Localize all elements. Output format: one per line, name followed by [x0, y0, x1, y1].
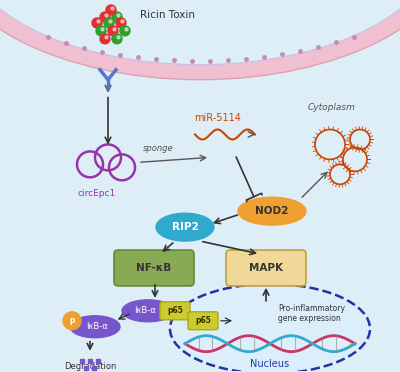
FancyBboxPatch shape — [160, 302, 190, 320]
Circle shape — [101, 28, 104, 31]
Circle shape — [120, 26, 130, 36]
Circle shape — [116, 18, 126, 28]
FancyBboxPatch shape — [188, 312, 218, 330]
Circle shape — [100, 12, 110, 22]
Circle shape — [121, 20, 124, 23]
Text: NOD2: NOD2 — [255, 206, 289, 216]
Text: NF-κB: NF-κB — [136, 263, 172, 273]
Text: p: p — [69, 316, 75, 325]
Circle shape — [125, 28, 128, 31]
Ellipse shape — [0, 0, 400, 65]
Circle shape — [111, 7, 114, 10]
Circle shape — [105, 36, 108, 39]
Circle shape — [105, 14, 108, 17]
Circle shape — [104, 18, 114, 28]
Ellipse shape — [122, 300, 174, 322]
Ellipse shape — [238, 197, 306, 225]
Ellipse shape — [70, 316, 120, 338]
Circle shape — [109, 20, 112, 23]
Text: miR-5114: miR-5114 — [194, 113, 242, 122]
Circle shape — [97, 20, 100, 23]
Text: p65: p65 — [167, 306, 183, 315]
Text: p65: p65 — [195, 316, 211, 325]
Text: IκB-α: IκB-α — [86, 322, 108, 331]
Ellipse shape — [156, 213, 214, 241]
Circle shape — [106, 5, 116, 15]
Text: IκB-α: IκB-α — [134, 306, 156, 315]
Circle shape — [96, 26, 106, 36]
Ellipse shape — [170, 284, 370, 372]
Text: sponge: sponge — [143, 144, 173, 153]
Circle shape — [117, 36, 120, 39]
Circle shape — [92, 18, 102, 28]
Text: Pro-inflammatory
gene expression: Pro-inflammatory gene expression — [278, 304, 345, 324]
Text: Ricin Toxin: Ricin Toxin — [140, 10, 195, 20]
Circle shape — [63, 312, 81, 330]
Circle shape — [108, 26, 118, 36]
Circle shape — [117, 14, 120, 17]
Circle shape — [100, 34, 110, 44]
Text: Nucleus: Nucleus — [250, 359, 290, 369]
FancyBboxPatch shape — [226, 250, 306, 286]
Text: MAPK: MAPK — [249, 263, 283, 273]
Text: Cytoplasm: Cytoplasm — [307, 103, 355, 112]
Ellipse shape — [0, 0, 400, 80]
Circle shape — [112, 34, 122, 44]
Text: circEpc1: circEpc1 — [78, 189, 116, 198]
Circle shape — [113, 28, 116, 31]
FancyBboxPatch shape — [114, 250, 194, 286]
Circle shape — [112, 12, 122, 22]
Text: Degradation: Degradation — [64, 362, 116, 371]
Text: RIP2: RIP2 — [172, 222, 198, 232]
